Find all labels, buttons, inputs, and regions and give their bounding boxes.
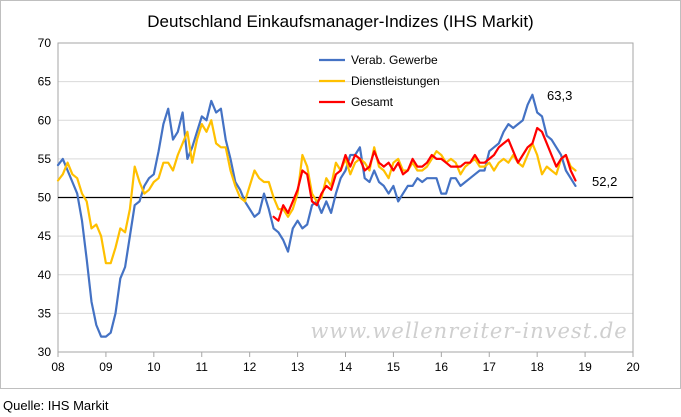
- x-tick-label: 15: [387, 360, 401, 374]
- x-tick-label: 11: [196, 360, 209, 374]
- annotation-last-value: 52,2: [592, 174, 617, 189]
- y-tick-label: 65: [38, 75, 52, 89]
- series-line-verab-gewerbe: [56, 93, 577, 338]
- legend-label: Gesamt: [351, 95, 394, 109]
- chart-svg: 30 35 40 45 50 55 60 65 70 08 09 10 11 12 13 14 15 16 17 18…: [38, 36, 640, 374]
- source-note: Quelle: IHS Markit: [3, 398, 109, 413]
- y-tick-label: 50: [38, 191, 52, 205]
- y-tick-label: 45: [38, 229, 52, 243]
- y-tick-label: 55: [38, 152, 52, 166]
- x-tick-label: 16: [435, 360, 449, 374]
- y-tick-label: 40: [38, 268, 52, 282]
- annotation-peak-value: 63,3: [547, 88, 572, 103]
- x-tick-label: 09: [99, 360, 113, 374]
- y-tick-label: 30: [38, 345, 52, 359]
- series-line-dienstleistungen: [56, 119, 577, 265]
- chart-frame: 30 35 40 45 50 55 60 65 70 08 09 10 11 12 13 14 15 16 17 18…: [0, 0, 681, 389]
- x-tick-label: 17: [483, 360, 497, 374]
- legend-label: Verab. Gewerbe: [351, 53, 438, 67]
- y-tick-label: 60: [38, 113, 52, 127]
- x-tick-label: 08: [51, 360, 65, 374]
- x-tick-label: 20: [626, 360, 640, 374]
- chart-title: Deutschland Einkaufsmanager-Indizes (IHS…: [147, 12, 534, 31]
- x-tick-label: 10: [147, 360, 161, 374]
- legend-label: Dienstleistungen: [351, 74, 440, 88]
- x-tick-label: 14: [339, 360, 353, 374]
- x-tick-label: 19: [578, 360, 592, 374]
- x-tick-label: 13: [291, 360, 305, 374]
- x-tick-label: 12: [243, 360, 257, 374]
- x-tick-label: 18: [530, 360, 544, 374]
- y-tick-label: 70: [38, 36, 52, 50]
- series-line-gesamt: [272, 126, 577, 222]
- watermark-text: www.wellenreiter-invest.de: [310, 319, 627, 343]
- y-tick-label: 35: [38, 306, 52, 320]
